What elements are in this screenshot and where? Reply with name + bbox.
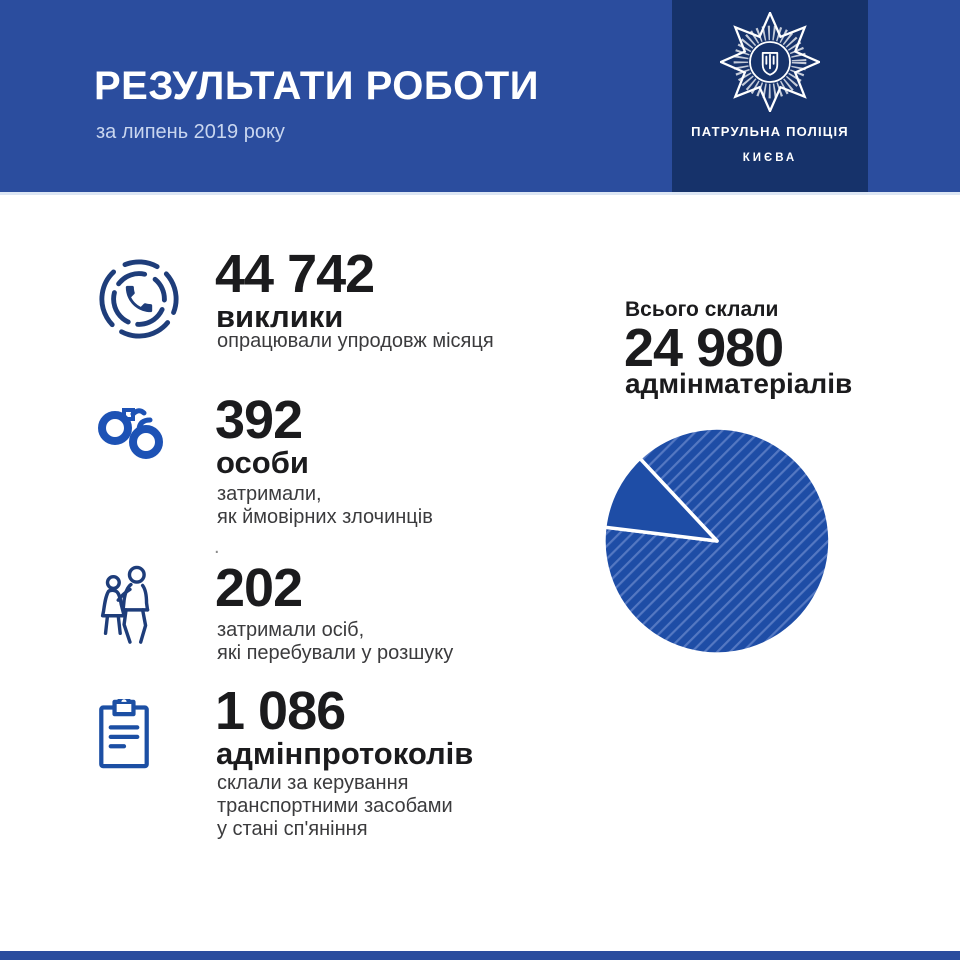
- handcuffs-icon: [98, 408, 163, 459]
- stat-wanted-value: 202: [215, 558, 303, 618]
- escorted-people-icon: [100, 565, 150, 644]
- stat-suspects-label: особи: [216, 445, 309, 480]
- police-star-badge-icon: [720, 12, 820, 112]
- trident-icon: [761, 52, 779, 76]
- stat-suspects-value: 392: [215, 390, 303, 450]
- pie-chart: [602, 426, 832, 656]
- stat-protocols-value: 1 086: [215, 681, 346, 741]
- chart-total-label: адмінматеріалів: [625, 368, 853, 399]
- page-title: РЕЗУЛЬТАТИ РОБОТИ: [94, 64, 539, 108]
- police-logo-panel: ПАТРУЛЬНА ПОЛІЦІЯ КИЄВА: [672, 0, 868, 192]
- stat-calls-value: 44 742: [215, 244, 375, 304]
- org-name: ПАТРУЛЬНА ПОЛІЦІЯ: [691, 124, 849, 139]
- header-banner: РЕЗУЛЬТАТИ РОБОТИ за липень 2019 року ПА…: [0, 0, 960, 195]
- stat-calls-label: виклики: [216, 299, 344, 334]
- stat-wanted-description: затримали осіб, які перебували у розшуку: [217, 619, 454, 664]
- org-city: КИЄВА: [742, 152, 798, 164]
- chart-total-value: 24 980: [624, 318, 784, 378]
- stat-protocols-label: адмінпротоколів: [216, 736, 474, 771]
- phone-call-icon: [99, 259, 179, 339]
- stray-dot: .: [214, 536, 220, 558]
- stat-protocols-description: склали за керування транспортними засоба…: [217, 772, 453, 840]
- chart-title: Всього склали: [625, 298, 779, 321]
- footer-bar: [0, 951, 960, 960]
- report-period: за липень 2019 року: [96, 121, 285, 143]
- clipboard-icon: [99, 699, 149, 769]
- pie-slice-highlight: [603, 456, 719, 543]
- stat-calls-description: опрацювали упродовж місяця: [217, 330, 494, 352]
- stat-suspects-description: затримали, як ймовірних злочинців: [217, 483, 433, 528]
